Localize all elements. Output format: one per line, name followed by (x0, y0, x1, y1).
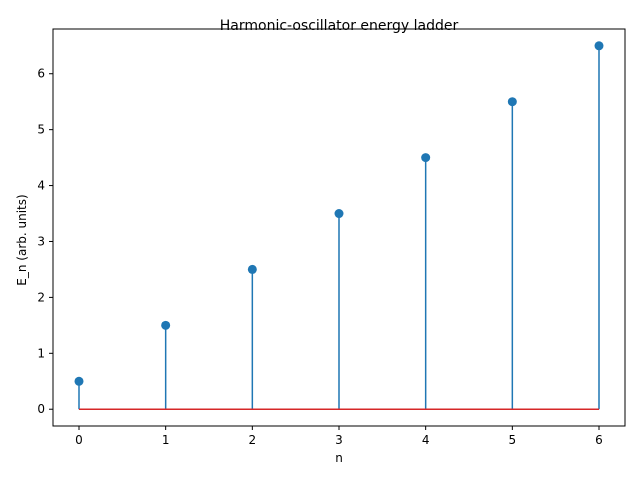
x-tick-label: 1 (162, 433, 170, 447)
x-tick-label: 3 (335, 433, 343, 447)
stem-marker (594, 41, 604, 51)
stem-marker (247, 264, 257, 274)
x-axis-ticks: 0 1 2 3 4 5 6 (75, 426, 603, 447)
y-tick-label: 1 (37, 346, 45, 360)
y-tick-label: 6 (37, 67, 45, 81)
x-tick-label: 0 (75, 433, 83, 447)
axes-frame (52, 28, 626, 427)
x-tick-label: 6 (595, 433, 603, 447)
y-tick-label: 3 (37, 234, 45, 248)
y-tick-label: 0 (37, 402, 45, 416)
x-tick-label: 2 (249, 433, 257, 447)
stem-marker (421, 153, 431, 163)
stem-marker (74, 376, 84, 386)
stem-marker (507, 97, 517, 107)
y-tick-label: 4 (37, 179, 45, 193)
y-axis-ticks: 0 1 2 3 4 5 6 (37, 67, 53, 416)
stem-marker (161, 320, 171, 330)
stem-marker (334, 209, 344, 219)
y-axis-label: E_n (arb. units) (15, 194, 29, 285)
x-tick-label: 4 (422, 433, 430, 447)
plot-area (74, 41, 604, 410)
x-axis-label: n (335, 451, 343, 465)
x-tick-label: 5 (509, 433, 517, 447)
y-tick-label: 2 (37, 290, 45, 304)
y-tick-label: 5 (37, 123, 45, 137)
chart-title: Harmonic-oscillator energy ladder (220, 18, 459, 34)
